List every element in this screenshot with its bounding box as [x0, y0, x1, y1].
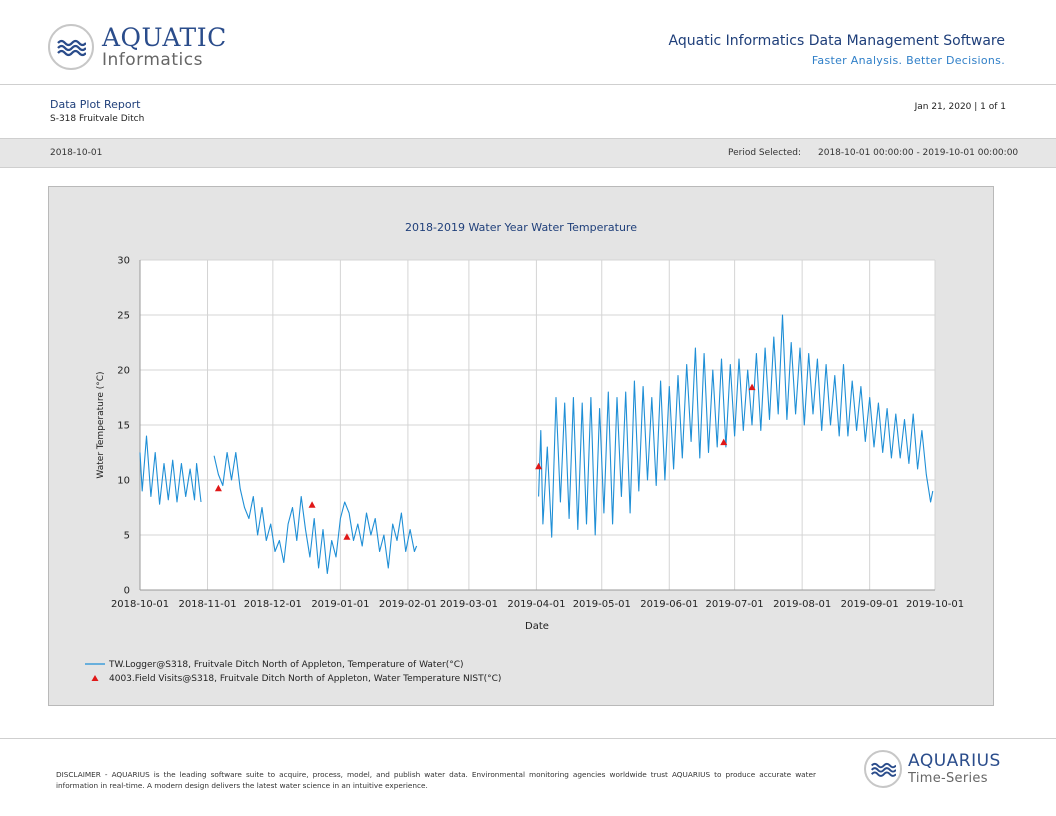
series-lines [139, 314, 934, 575]
x-tick-label: 2019-09-01 [841, 599, 899, 610]
x-tick-label: 2019-04-01 [507, 599, 565, 610]
field-visit-marker [748, 383, 756, 391]
x-tick-label: 2019-01-01 [311, 599, 369, 610]
logo-line1: AQUATIC [102, 23, 227, 52]
y-tick-label: 10 [117, 476, 130, 487]
x-tick-labels: 2018-10-01 2018-11-01 2018-12-01 2019-01-01… [111, 599, 964, 610]
aquarius-line1: AQUARIUS [908, 751, 1001, 771]
legend: TW.Logger@S318, Fruitvale Ditch North of… [85, 660, 501, 684]
x-tick-label: 2018-10-01 [111, 599, 169, 610]
x-axis-label: Date [525, 621, 549, 632]
report-location: S-318 Fruitvale Ditch [50, 114, 145, 124]
aquatic-informatics-logo: AQUATIC Informatics [48, 24, 227, 70]
field-visit-markers [214, 383, 756, 540]
x-tick-label: 2019-10-01 [906, 599, 964, 610]
period-bar: 2018-10-01 Period Selected: 2018-10-01 0… [0, 138, 1056, 168]
y-tick-label: 30 [117, 256, 130, 267]
y-tick-label: 25 [117, 311, 130, 322]
y-tick-label: 20 [117, 366, 130, 377]
waves-icon [864, 750, 902, 788]
field-visit-marker [720, 438, 728, 446]
field-visit-marker [214, 484, 222, 492]
x-tick-label: 2019-05-01 [573, 599, 631, 610]
x-tick-label: 2019-07-01 [706, 599, 764, 610]
temperature-series-line [139, 435, 202, 505]
y-axis-label: Water Temperature (°C) [96, 371, 106, 478]
app-title: Aquatic Informatics Data Management Soft… [668, 33, 1005, 49]
chart-frame: 2018-2019 Water Year Water Temperature 0… [48, 186, 994, 706]
temperature-series-line [213, 451, 418, 575]
aquarius-line2: Time-Series [908, 771, 988, 786]
x-tick-label: 2019-02-01 [379, 599, 437, 610]
period-label: Period Selected: [728, 148, 801, 158]
x-tick-label: 2019-08-01 [773, 599, 831, 610]
period-start: 2018-10-01 [50, 148, 103, 158]
report-date-page: Jan 21, 2020 | 1 of 1 [914, 102, 1006, 112]
x-tick-label: 2019-06-01 [640, 599, 698, 610]
grid [139, 259, 936, 591]
y-tick-label: 0 [124, 586, 130, 597]
report-title: Data Plot Report [50, 98, 141, 111]
legend-marker-label: 4003.Field Visits@S318, Fruitvale Ditch … [109, 674, 501, 684]
disclaimer: DISCLAIMER - AQUARIUS is the leading sof… [56, 770, 816, 790]
chart-title: 2018-2019 Water Year Water Temperature [405, 221, 637, 234]
x-tick-label: 2018-11-01 [178, 599, 236, 610]
footer-divider [0, 738, 1056, 739]
header-divider [0, 84, 1056, 85]
legend-line-label: TW.Logger@S318, Fruitvale Ditch North of… [108, 660, 464, 670]
temperature-series-line [538, 314, 934, 538]
period-value: 2018-10-01 00:00:00 - 2019-10-01 00:00:0… [818, 148, 1019, 158]
logo-line2: Informatics [102, 50, 203, 70]
waves-icon [48, 24, 94, 70]
y-tick-label: 5 [124, 531, 130, 542]
field-visit-marker [308, 501, 316, 508]
legend-marker-swatch [91, 675, 99, 681]
field-visit-marker [343, 533, 351, 540]
aquarius-logo: AQUARIUS Time-Series [864, 750, 1001, 788]
x-tick-label: 2019-03-01 [440, 599, 498, 610]
x-tick-label: 2018-12-01 [244, 599, 302, 610]
field-visit-marker [535, 462, 543, 470]
y-tick-label: 15 [117, 421, 130, 432]
y-tick-labels: 0 5 10 15 20 25 30 [117, 256, 130, 597]
tagline: Faster Analysis. Better Decisions. [811, 54, 1005, 67]
chart: 2018-2019 Water Year Water Temperature 0… [85, 221, 964, 684]
